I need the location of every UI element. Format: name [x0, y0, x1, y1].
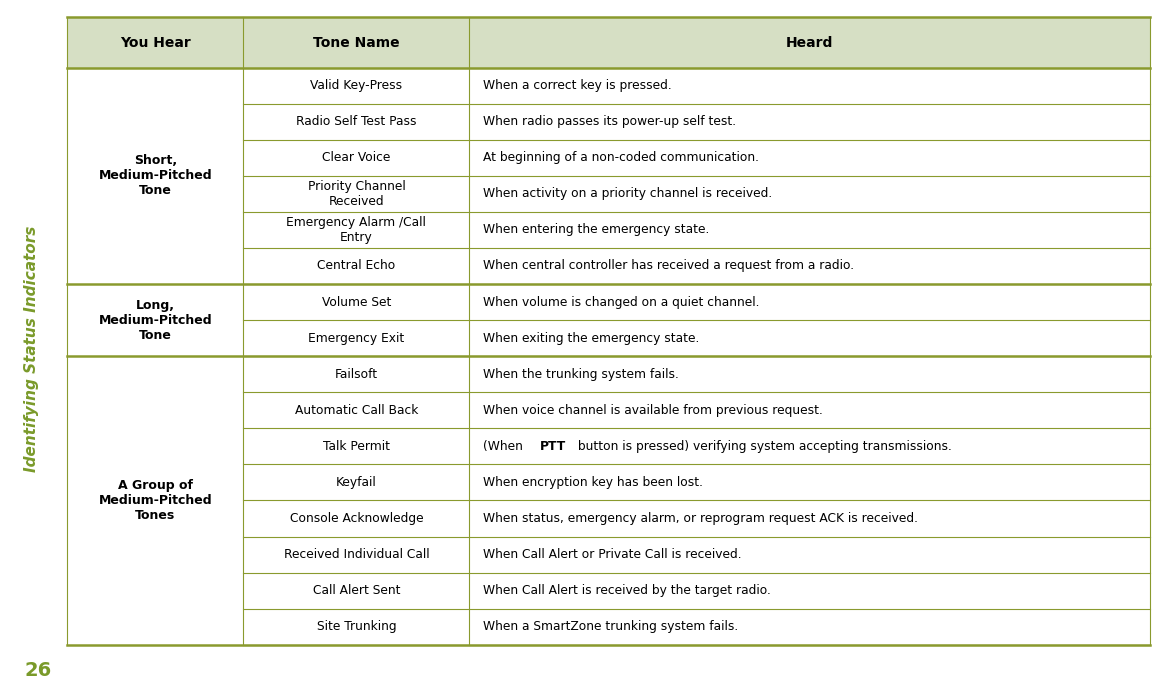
Text: Automatic Call Back: Automatic Call Back: [294, 404, 418, 417]
Text: Priority Channel
Received: Priority Channel Received: [307, 180, 406, 208]
Bar: [67, 17, 1150, 68]
Text: Long,
Medium-Pitched
Tone: Long, Medium-Pitched Tone: [99, 298, 212, 342]
Text: Heard: Heard: [786, 36, 833, 49]
Text: When exiting the emergency state.: When exiting the emergency state.: [483, 332, 700, 344]
Text: Call Alert Sent: Call Alert Sent: [313, 584, 400, 597]
Text: When volume is changed on a quiet channel.: When volume is changed on a quiet channe…: [483, 296, 760, 309]
Text: Clear Voice: Clear Voice: [322, 151, 391, 164]
Text: (When: (When: [483, 440, 527, 453]
Text: When Call Alert or Private Call is received.: When Call Alert or Private Call is recei…: [483, 548, 742, 561]
Text: Central Echo: Central Echo: [318, 259, 395, 273]
Text: When radio passes its power-up self test.: When radio passes its power-up self test…: [483, 115, 736, 128]
Text: Tone Name: Tone Name: [313, 36, 400, 49]
Text: When a correct key is pressed.: When a correct key is pressed.: [483, 79, 672, 92]
Text: When a SmartZone trunking system fails.: When a SmartZone trunking system fails.: [483, 620, 738, 633]
Text: When the trunking system fails.: When the trunking system fails.: [483, 368, 679, 381]
Text: Emergency Exit: Emergency Exit: [308, 332, 404, 344]
Text: Console Acknowledge: Console Acknowledge: [290, 512, 423, 525]
Text: You Hear: You Hear: [119, 36, 191, 49]
Text: Radio Self Test Pass: Radio Self Test Pass: [297, 115, 416, 128]
Text: Received Individual Call: Received Individual Call: [284, 548, 429, 561]
Text: When entering the emergency state.: When entering the emergency state.: [483, 224, 709, 236]
Text: PTT: PTT: [540, 440, 566, 453]
Text: A Group of
Medium-Pitched
Tones: A Group of Medium-Pitched Tones: [99, 479, 212, 522]
Text: When central controller has received a request from a radio.: When central controller has received a r…: [483, 259, 854, 273]
Text: At beginning of a non-coded communication.: At beginning of a non-coded communicatio…: [483, 151, 759, 164]
Text: Volume Set: Volume Set: [322, 296, 391, 309]
Text: 26: 26: [24, 661, 52, 680]
Text: Talk Permit: Talk Permit: [323, 440, 389, 453]
Text: When voice channel is available from previous request.: When voice channel is available from pre…: [483, 404, 823, 417]
Text: Identifying Status Indicators: Identifying Status Indicators: [24, 225, 38, 472]
Text: Emergency Alarm /Call
Entry: Emergency Alarm /Call Entry: [286, 216, 427, 244]
Text: Keyfail: Keyfail: [336, 476, 377, 489]
Text: When status, emergency alarm, or reprogram request ACK is received.: When status, emergency alarm, or reprogr…: [483, 512, 918, 525]
Text: Site Trunking: Site Trunking: [316, 620, 396, 633]
Text: When encryption key has been lost.: When encryption key has been lost.: [483, 476, 704, 489]
Text: Valid Key-Press: Valid Key-Press: [311, 79, 402, 92]
Text: Short,
Medium-Pitched
Tone: Short, Medium-Pitched Tone: [99, 154, 212, 197]
Text: Failsoft: Failsoft: [335, 368, 378, 381]
Text: button is pressed) verifying system accepting transmissions.: button is pressed) verifying system acce…: [574, 440, 952, 453]
Text: When Call Alert is received by the target radio.: When Call Alert is received by the targe…: [483, 584, 771, 597]
Text: When activity on a priority channel is received.: When activity on a priority channel is r…: [483, 187, 773, 200]
